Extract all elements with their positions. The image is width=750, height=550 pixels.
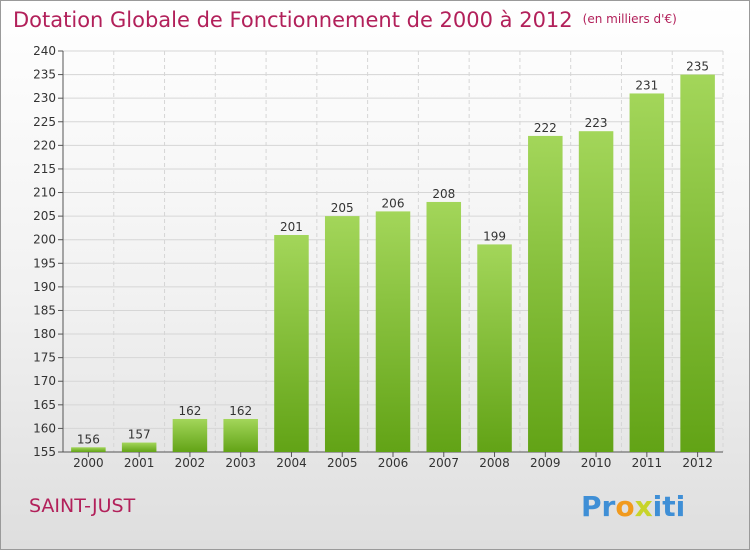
chart-title: Dotation Globale de Fonctionnement de 20…	[13, 8, 677, 32]
data-label: 235	[686, 60, 709, 74]
data-label: 206	[382, 196, 405, 210]
logo-letter: o	[615, 490, 635, 523]
data-label: 205	[331, 201, 354, 215]
bar	[223, 418, 258, 452]
y-tick-label: 215	[33, 162, 56, 176]
x-tick-label: 2008	[479, 456, 510, 470]
y-tick-label: 220	[33, 138, 56, 152]
bar	[680, 74, 715, 453]
bar	[426, 201, 462, 452]
bar	[375, 211, 411, 452]
y-tick-label: 170	[33, 374, 56, 388]
y-tick-label: 160	[33, 421, 56, 435]
x-tick-label: 2002	[175, 456, 206, 470]
x-tick-label: 2000	[73, 456, 104, 470]
unit-label: (en milliers d'€)	[582, 12, 677, 26]
y-tick-label: 225	[33, 115, 56, 129]
x-tick-label: 2011	[632, 456, 663, 470]
y-tick-label: 210	[33, 186, 56, 200]
bar	[578, 131, 614, 452]
y-tick-label: 180	[33, 327, 56, 341]
y-tick-label: 165	[33, 398, 56, 412]
y-tick-label: 195	[33, 256, 56, 270]
data-label: 157	[128, 428, 151, 442]
data-label: 223	[585, 116, 608, 130]
bar	[172, 418, 208, 452]
y-tick-label: 235	[33, 68, 56, 82]
data-label: 222	[534, 121, 557, 135]
logo-letter: i	[675, 490, 686, 523]
data-label: 201	[280, 220, 303, 234]
data-label: 231	[635, 78, 658, 92]
x-tick-label: 2006	[378, 456, 409, 470]
x-tick-label: 2005	[327, 456, 358, 470]
logo-letter: i	[652, 490, 663, 523]
bar	[274, 234, 309, 452]
logo-letter: P	[581, 490, 602, 523]
logo-letter: r	[601, 490, 616, 523]
x-tick-label: 2012	[682, 456, 713, 470]
y-tick-label: 155	[33, 445, 56, 459]
bar	[71, 447, 106, 452]
bar	[528, 135, 563, 452]
y-tick-label: 205	[33, 209, 56, 223]
data-label: 162	[229, 404, 252, 418]
x-tick-label: 2001	[124, 456, 155, 470]
bar	[629, 93, 665, 452]
y-tick-label: 200	[33, 233, 56, 247]
proxiti-logo[interactable]: Proxiti	[581, 490, 685, 523]
y-tick-label: 190	[33, 280, 56, 294]
bar	[477, 244, 512, 452]
data-label: 156	[77, 432, 100, 446]
logo-letter: t	[662, 490, 676, 523]
data-label: 162	[178, 404, 201, 418]
bar	[121, 442, 157, 452]
data-label: 208	[432, 187, 455, 201]
data-label: 199	[483, 229, 506, 243]
commune-name: SAINT-JUST	[29, 495, 136, 517]
y-tick-label: 185	[33, 303, 56, 317]
x-tick-label: 2009	[530, 456, 561, 470]
title-text: Dotation Globale de Fonctionnement de 20…	[13, 8, 573, 32]
logo-letter: x	[634, 490, 653, 523]
x-tick-label: 2004	[276, 456, 307, 470]
y-tick-label: 175	[33, 351, 56, 365]
x-tick-label: 2010	[581, 456, 612, 470]
y-tick-label: 230	[33, 91, 56, 105]
y-tick-label: 240	[33, 44, 56, 58]
bar	[324, 216, 360, 452]
x-tick-label: 2007	[428, 456, 459, 470]
x-tick-label: 2003	[225, 456, 256, 470]
